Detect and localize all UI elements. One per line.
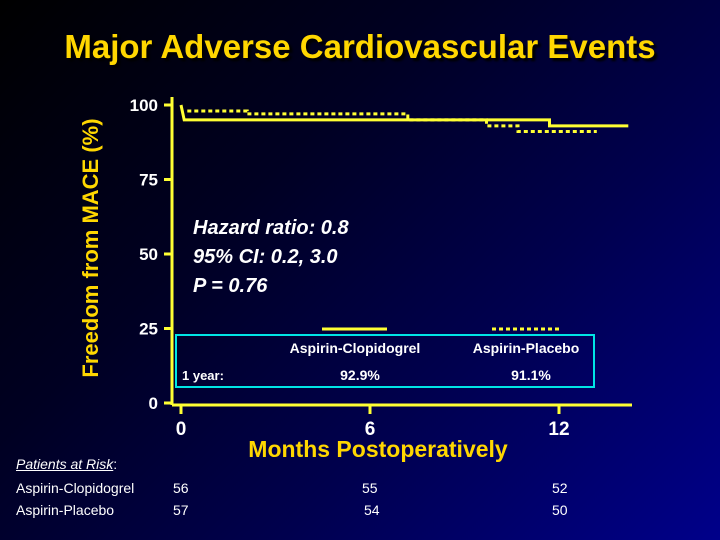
annotation-text: Hazard ratio: 0.8: [193, 217, 349, 239]
risk-label-clopidogrel: Aspirin-Clopidogrel: [16, 480, 135, 496]
legend-value: 92.9%: [340, 367, 380, 383]
annotations: Hazard ratio: 0.8 95% CI: 0.2, 3.0 P = 0.7…: [193, 217, 349, 297]
risk-value: 57: [173, 502, 189, 518]
axes: 0 25 50 75 100 0 6 12 Months Postoperatively Free…: [78, 96, 632, 462]
risk-value: 55: [362, 480, 378, 496]
risk-header: Patients at Risk: [16, 456, 114, 472]
series-line-aspirin-clopidogrel: [179, 104, 629, 128]
x-tick-label: 6: [365, 419, 376, 440]
legend-value: 91.1%: [511, 367, 551, 383]
y-axis-label: Freedom from MACE (%): [78, 118, 103, 377]
legend-box: [175, 334, 595, 388]
risk-header-suffix: :: [113, 456, 118, 472]
risk-value: 56: [173, 480, 189, 496]
annotation-text: P = 0.76: [193, 275, 268, 297]
series-line-aspirin-placebo: [187, 109, 597, 133]
y-tick-label: 50: [139, 245, 158, 264]
x-tick-label: 12: [548, 419, 569, 440]
legend-table: Aspirin-Clopidogrel Aspirin-Placebo 1 year…: [175, 327, 595, 388]
survival-lines: [179, 104, 629, 133]
chart-title: Major Adverse Cardiovascular Events: [64, 28, 656, 65]
risk-label-placebo: Aspirin-Placebo: [16, 502, 115, 518]
x-tick-label: 0: [176, 419, 187, 440]
y-tick-label: 100: [130, 96, 158, 115]
y-tick-label: 0: [149, 394, 158, 413]
risk-value: 52: [552, 480, 568, 496]
legend-row-label: 1 year:: [182, 368, 224, 383]
y-tick-label: 25: [139, 320, 158, 339]
legend-header: Aspirin-Clopidogrel: [290, 340, 421, 356]
risk-value: 50: [552, 502, 568, 518]
risk-value: 54: [364, 502, 380, 518]
x-axis-label: Months Postoperatively: [248, 436, 508, 462]
annotation-text: 95% CI: 0.2, 3.0: [193, 246, 338, 268]
y-tick-label: 75: [139, 171, 158, 190]
legend-header: Aspirin-Placebo: [473, 340, 580, 356]
